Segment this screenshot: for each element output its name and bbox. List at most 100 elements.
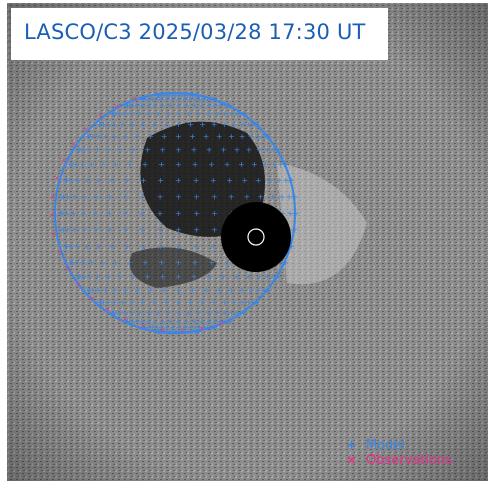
model-point: + [105,120,112,129]
model-point: + [96,120,103,129]
model-point: + [59,192,66,201]
model-point: + [146,323,153,332]
model-point: + [105,273,112,282]
model-point: + [169,327,176,336]
model-point: + [110,309,117,318]
model-point: + [226,317,233,326]
model-point: + [169,95,176,104]
model-point: + [159,91,166,100]
model-point: + [178,91,185,100]
model-point: + [126,258,133,267]
model-point: + [205,309,212,318]
model-point: + [234,145,241,154]
model-point: + [86,286,93,295]
model-point: + [159,95,166,104]
model-point: + [73,258,80,267]
model-point: + [152,317,159,326]
model-point: + [122,286,129,295]
model-point: + [116,145,123,154]
model-point: + [116,309,123,318]
observation-point: × [61,156,67,164]
model-point: + [208,258,215,267]
model-point: + [111,132,118,141]
model-point: + [175,309,182,318]
model-point: + [86,273,93,282]
model-point: + [172,91,179,100]
model-point: + [211,192,218,201]
model-point: + [57,209,64,218]
model-point: + [129,309,136,318]
model-point: + [288,242,295,251]
model-point: + [92,209,99,218]
model-point: + [193,176,200,185]
cme-dark-core [140,121,265,237]
model-point: + [221,120,228,129]
occulter-disk [221,202,291,272]
model-point: + [244,192,251,201]
model-point: + [161,286,168,295]
model-point: + [59,209,66,218]
model-point: + [255,176,262,185]
model-point: + [69,160,76,169]
model-point: + [255,286,262,295]
model-point: + [181,323,188,332]
model-point: + [106,209,113,218]
model-point: + [145,309,152,318]
model-point: + [175,101,182,110]
model-point: + [71,192,78,201]
model-point: + [116,110,123,119]
model-point: + [112,258,119,267]
model-outline [54,92,296,334]
model-point: + [212,101,219,110]
model-point: + [228,309,235,318]
model-point: + [134,286,141,295]
model-point: + [122,309,129,318]
model-point: + [277,160,284,169]
model-point: + [88,160,95,169]
model-point: + [164,95,171,104]
observation-point: × [89,295,95,303]
model-point: + [192,160,199,169]
model-point: + [250,298,257,307]
model-point: + [191,317,198,326]
model-point: + [112,160,119,169]
model-point: + [68,160,75,169]
model-point: + [264,145,271,154]
model-point: + [77,145,84,154]
model-point: + [175,327,182,336]
model-point: + [60,192,67,201]
model-point: + [163,298,170,307]
model-point: + [175,323,182,332]
model-point: + [139,120,146,129]
observation-point: × [76,281,82,289]
model-point: + [122,192,129,201]
model-point: + [203,132,210,141]
model-point: + [211,120,218,129]
model-point: + [195,327,202,336]
model-point: + [81,192,88,201]
model-point: + [145,101,152,110]
model-point: + [86,286,93,295]
model-point: + [292,226,299,235]
model-point: + [130,273,137,282]
observation-point: × [71,140,77,148]
model-point: + [193,226,200,235]
model-point: + [74,242,81,251]
model-point: + [228,192,235,201]
model-point: + [69,258,76,267]
model-point: + [159,101,166,110]
model-point: + [64,192,71,201]
sun-outline [247,228,265,246]
model-point: + [175,91,182,100]
model-point: + [129,120,136,129]
model-point: + [214,110,221,119]
model-point: + [167,317,174,326]
model-point: + [175,298,182,307]
model-point: + [102,132,109,141]
model-point: + [286,192,293,201]
model-point: + [222,309,229,318]
model-point: + [97,120,104,129]
model-point: + [86,132,93,141]
model-point: + [159,145,166,154]
model-point: + [155,91,162,100]
